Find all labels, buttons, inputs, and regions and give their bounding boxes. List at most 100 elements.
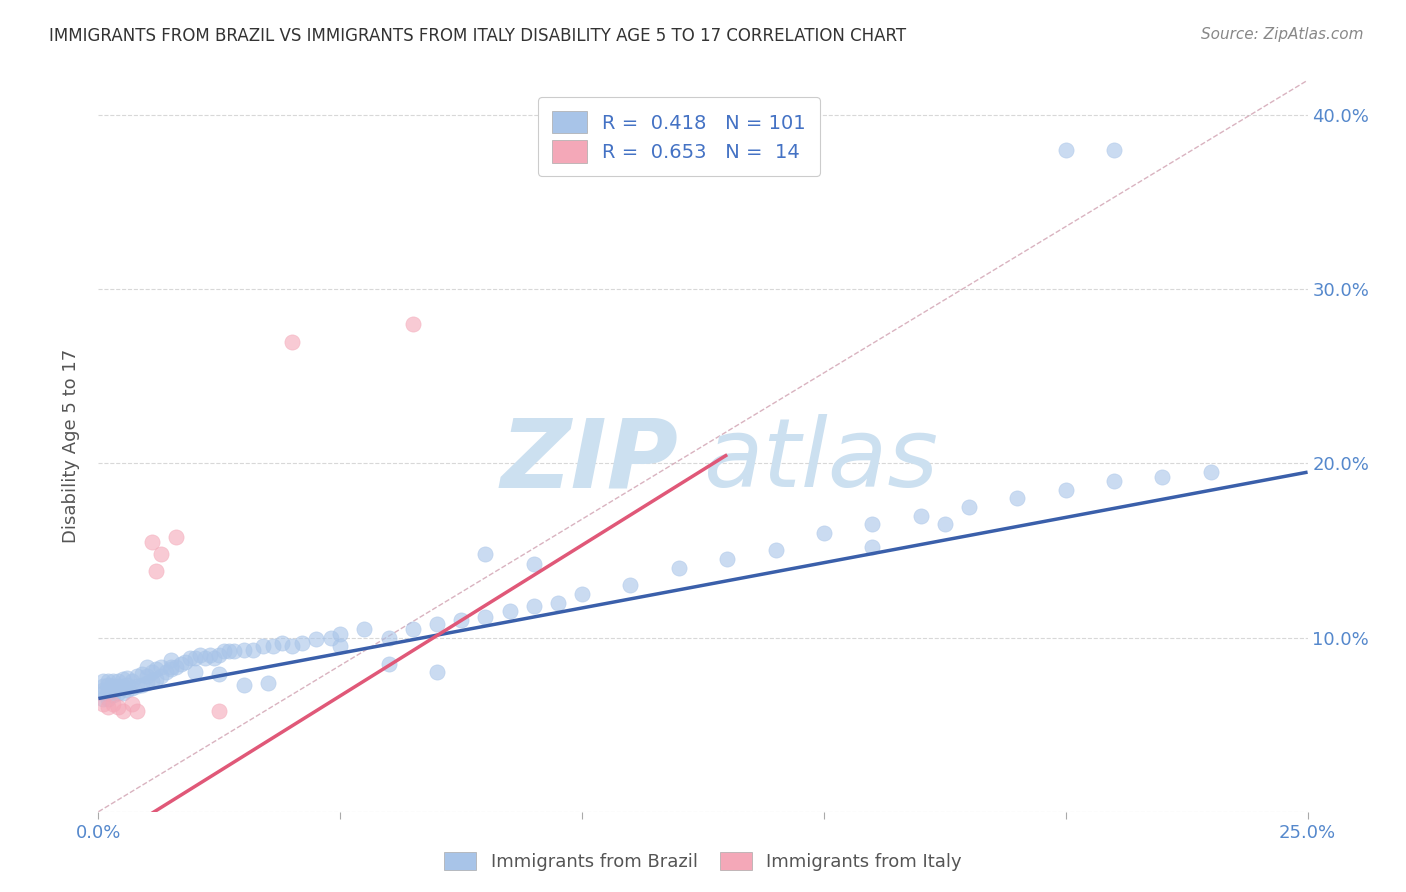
Point — [934, 517, 956, 532]
Point — [127, 669, 149, 683]
Point — [135, 660, 157, 674]
Point — [97, 677, 120, 691]
Point — [141, 665, 163, 680]
Point — [179, 651, 201, 665]
Point — [145, 673, 167, 687]
Point — [450, 613, 472, 627]
Point — [184, 651, 207, 665]
Point — [402, 317, 425, 331]
Point — [402, 622, 425, 636]
Text: atlas: atlas — [703, 414, 938, 508]
Text: IMMIGRANTS FROM BRAZIL VS IMMIGRANTS FROM ITALY DISABILITY AGE 5 TO 17 CORRELATI: IMMIGRANTS FROM BRAZIL VS IMMIGRANTS FRO… — [49, 27, 907, 45]
Point — [860, 540, 883, 554]
Point — [957, 500, 980, 514]
Point — [232, 642, 254, 657]
Point — [107, 674, 129, 689]
Point — [194, 651, 217, 665]
Point — [262, 640, 284, 654]
Point — [329, 627, 352, 641]
Point — [329, 640, 352, 654]
Point — [127, 704, 149, 718]
Point — [716, 552, 738, 566]
Point — [121, 697, 143, 711]
Point — [121, 674, 143, 689]
Point — [117, 677, 139, 691]
Point — [107, 686, 129, 700]
Point — [252, 640, 274, 654]
Point — [135, 669, 157, 683]
Point — [377, 657, 399, 671]
Point — [232, 677, 254, 691]
Point — [97, 686, 120, 700]
Point — [305, 632, 328, 647]
Point — [765, 543, 787, 558]
Point — [97, 682, 120, 697]
Point — [127, 679, 149, 693]
Point — [208, 667, 231, 681]
Point — [281, 334, 304, 349]
Point — [141, 534, 163, 549]
Point — [571, 587, 593, 601]
Point — [101, 674, 124, 689]
Point — [218, 644, 240, 658]
Point — [131, 677, 153, 691]
Point — [111, 673, 134, 687]
Point — [150, 547, 173, 561]
Point — [117, 671, 139, 685]
Point — [474, 547, 496, 561]
Point — [91, 682, 114, 697]
Point — [547, 596, 569, 610]
Point — [111, 704, 134, 718]
Point — [208, 648, 231, 662]
Point — [281, 640, 304, 654]
Point — [1102, 474, 1125, 488]
Point — [117, 682, 139, 697]
Point — [377, 631, 399, 645]
Point — [101, 688, 124, 702]
Point — [107, 679, 129, 693]
Y-axis label: Disability Age 5 to 17: Disability Age 5 to 17 — [62, 349, 80, 543]
Point — [184, 665, 207, 680]
Point — [97, 691, 120, 706]
Point — [860, 517, 883, 532]
Point — [426, 616, 449, 631]
Legend: Immigrants from Brazil, Immigrants from Italy: Immigrants from Brazil, Immigrants from … — [437, 845, 969, 879]
Point — [101, 682, 124, 697]
Point — [101, 697, 124, 711]
Point — [91, 674, 114, 689]
Point — [426, 665, 449, 680]
Point — [111, 686, 134, 700]
Legend: R =  0.418   N = 101, R =  0.653   N =  14: R = 0.418 N = 101, R = 0.653 N = 14 — [538, 97, 820, 177]
Point — [91, 697, 114, 711]
Point — [150, 669, 173, 683]
Point — [222, 644, 245, 658]
Point — [97, 700, 120, 714]
Point — [1199, 465, 1222, 479]
Point — [242, 642, 264, 657]
Point — [188, 648, 211, 662]
Point — [145, 565, 167, 579]
Point — [135, 676, 157, 690]
Point — [131, 667, 153, 681]
Point — [160, 653, 183, 667]
Point — [290, 636, 312, 650]
Point — [198, 648, 221, 662]
Point — [353, 622, 375, 636]
Text: Source: ZipAtlas.com: Source: ZipAtlas.com — [1201, 27, 1364, 42]
Point — [1054, 143, 1077, 157]
Point — [111, 679, 134, 693]
Point — [813, 526, 835, 541]
Point — [1054, 483, 1077, 497]
Point — [155, 665, 177, 680]
Point — [910, 508, 932, 523]
Point — [1152, 470, 1174, 484]
Point — [204, 651, 226, 665]
Point — [101, 679, 124, 693]
Point — [523, 558, 546, 572]
Point — [1102, 143, 1125, 157]
Point — [121, 681, 143, 695]
Point — [141, 674, 163, 689]
Point — [107, 700, 129, 714]
Point — [212, 644, 235, 658]
Point — [668, 561, 690, 575]
